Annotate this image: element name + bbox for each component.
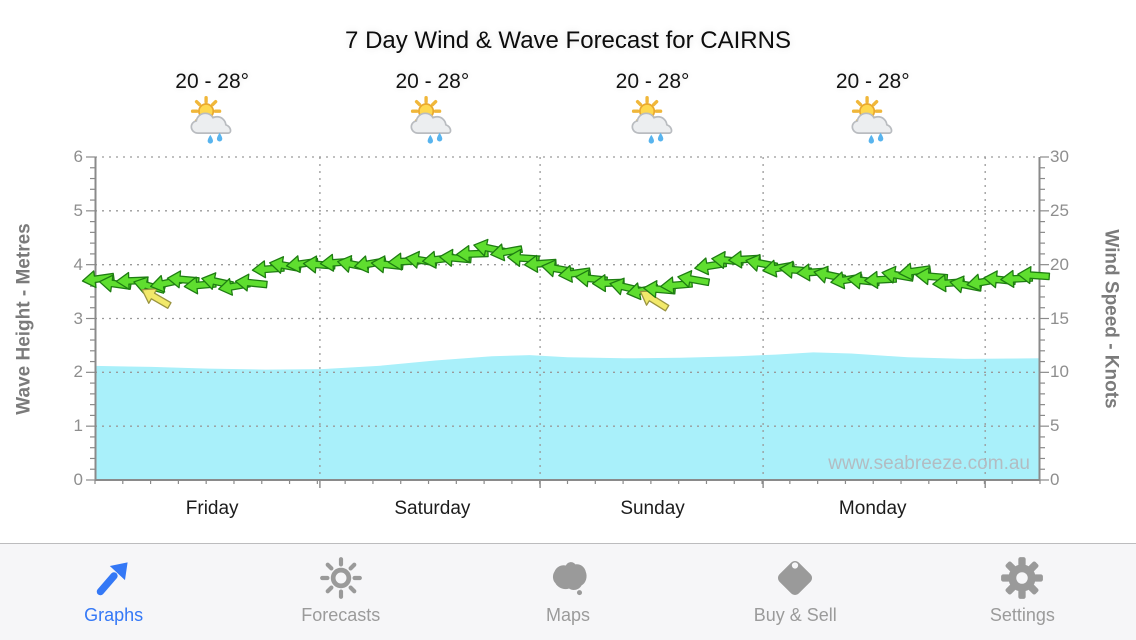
page-title: 7 Day Wind & Wave Forecast for CAIRNS [345,27,791,54]
sun-shower-icon [184,96,240,150]
tab-buy-sell[interactable]: Buy & Sell [682,544,909,640]
y-tick-label-right: 10 [1050,362,1069,382]
tab-label: Maps [546,605,591,625]
y-tick-label-left: 0 [73,470,83,489]
tab-settings[interactable]: Settings [909,544,1136,640]
tab-maps[interactable]: Maps [454,544,681,640]
forecast-day-summary: 20 - 28° [352,70,512,150]
right-axis-title: Wind Speed - Knots [1094,157,1128,480]
left-axis-title-text: Wave Height - Metres [14,222,36,415]
y-tick-label-right: 0 [1050,470,1060,489]
temp-range: 20 - 28° [395,70,470,93]
day-axis-labels: Friday Saturday Sunday Monday [95,498,1040,524]
tab-label: Settings [989,605,1055,625]
temp-range: 20 - 28° [615,70,690,93]
forecast-day-summary: 20 - 28° [793,70,953,150]
sun-shower-icon [625,96,681,150]
y-tick-label-left: 6 [73,147,83,166]
sun-icon [319,557,362,599]
watermark: www.seabreeze.com.au [828,453,1030,474]
left-axis-title: Wave Height - Metres [8,157,42,480]
y-tick-label-left: 5 [73,200,83,220]
wave-height-axis-ticks: 0 1 2 3 4 5 6 [47,147,83,489]
australia-map-icon [552,562,587,596]
price-tag-icon [778,560,813,596]
y-tick-label-left: 3 [73,308,83,328]
x-tick-label: Monday [838,498,907,519]
tab-bar: Graphs Forecasts Maps [0,543,1136,640]
x-tick-label: Friday [185,498,239,519]
right-axis-title-text: Wind Speed - Knots [1101,228,1122,409]
forecast-graph[interactable]: www.seabreeze.com.au [81,156,1051,488]
x-tick-label: Saturday [394,498,471,519]
sun-shower-icon [845,96,901,150]
y-tick-label-left: 4 [73,254,83,274]
temp-range: 20 - 28° [175,70,250,93]
temp-range: 20 - 28° [835,70,910,93]
forecast-day-summary: 20 - 28° [132,70,292,150]
gear-icon [1001,557,1044,599]
forecast-day-summary: 20 - 28° [573,70,733,150]
x-tick-label: Sunday [620,498,685,519]
y-tick-label-right: 30 [1050,147,1069,166]
y-tick-label-right: 25 [1050,200,1069,220]
y-tick-label-left: 1 [73,416,83,436]
tab-label: Forecasts [301,605,381,625]
wind-speed-axis-ticks: 0 5 10 15 20 25 30 [1050,147,1090,489]
y-tick-label-right: 5 [1050,416,1060,436]
graphs-icon [96,562,128,596]
tab-graphs[interactable]: Graphs [0,544,227,640]
wind-wave-plot [81,156,1051,488]
tab-forecasts[interactable]: Forecasts [227,544,454,640]
y-tick-label-right: 15 [1050,308,1069,328]
tab-label: Buy & Sell [753,605,837,625]
y-tick-label-left: 2 [73,362,83,382]
tab-label: Graphs [84,605,144,625]
y-tick-label-right: 20 [1050,254,1069,274]
sun-shower-icon [404,96,460,150]
